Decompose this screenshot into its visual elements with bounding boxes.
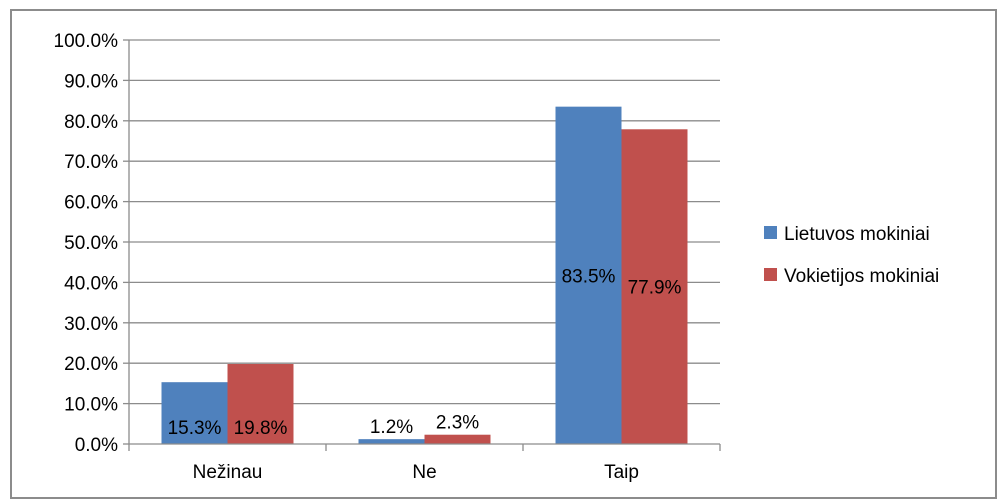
data-label: 19.8% xyxy=(234,418,288,439)
y-tick-label: 30.0% xyxy=(64,314,118,335)
bar-lietuvos-1 xyxy=(358,439,425,444)
bar-vokietijos-2 xyxy=(621,129,688,444)
bars xyxy=(161,106,688,444)
y-tick-label: 40.0% xyxy=(64,273,118,294)
legend: Lietuvos mokiniai Vokietijos mokiniai xyxy=(764,224,939,287)
legend-swatch xyxy=(764,226,777,239)
axes xyxy=(123,39,721,451)
y-tick-label: 10.0% xyxy=(64,395,118,416)
data-labels: 15.3% 19.8% 1.2% 2.3% 83.5% 77.9% xyxy=(168,266,682,439)
y-tick-label: 0.0% xyxy=(75,435,118,456)
bar-vokietijos-1 xyxy=(424,434,491,444)
x-tick-label: Nežinau xyxy=(193,462,263,483)
legend-label: Vokietijos mokiniai xyxy=(784,266,939,287)
data-label: 15.3% xyxy=(168,418,222,439)
data-label: 2.3% xyxy=(436,413,479,434)
x-tick-label: Taip xyxy=(604,462,639,483)
y-tick-label: 20.0% xyxy=(64,354,118,375)
y-tick-label: 60.0% xyxy=(64,193,118,214)
legend-swatch xyxy=(764,268,777,281)
bar-lietuvos-2 xyxy=(555,106,622,444)
y-tick-label: 70.0% xyxy=(64,152,118,173)
y-tick-label: 90.0% xyxy=(64,71,118,92)
bar-vokietijos-0 xyxy=(227,364,294,444)
y-tick-label: 100.0% xyxy=(54,31,119,52)
legend-label: Lietuvos mokiniai xyxy=(784,224,930,245)
x-tick-label: Ne xyxy=(412,462,436,483)
data-label: 77.9% xyxy=(628,278,682,299)
data-label: 83.5% xyxy=(562,266,616,287)
x-tick-labels: Nežinau Ne Taip xyxy=(193,462,639,483)
y-tick-labels: 0.0% 10.0% 20.0% 30.0% 40.0% 50.0% 60.0% 70.0% 8… xyxy=(54,31,119,456)
data-label: 1.2% xyxy=(370,417,413,438)
y-tick-label: 80.0% xyxy=(64,112,118,133)
bar-lietuvos-0 xyxy=(161,382,228,444)
y-tick-label: 50.0% xyxy=(64,233,118,254)
